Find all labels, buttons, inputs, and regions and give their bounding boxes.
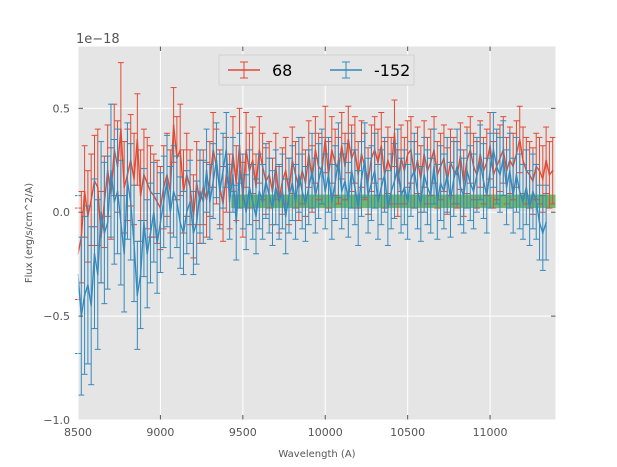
legend-label: 68 xyxy=(272,61,292,80)
x-tick-label: 8500 xyxy=(64,426,92,439)
legend: 68 -152 xyxy=(218,54,415,86)
x-tick-label: 10000 xyxy=(308,426,343,439)
y-tick-label: −0.5 xyxy=(43,310,70,323)
ticks-layer: 8500 9000 9500 10000 10500 11000 −1.0 −0.5 0.0 0.… xyxy=(43,45,557,439)
x-tick-label: 9000 xyxy=(146,426,174,439)
y-tick-label: −1.0 xyxy=(43,414,70,427)
y-axis-label: Flux (erg/s/cm^2/A) xyxy=(24,183,35,283)
x-tick-label: 10500 xyxy=(390,426,425,439)
series-line xyxy=(77,149,547,317)
y-offset-label: 1e−18 xyxy=(76,32,120,47)
series-layer xyxy=(75,62,556,396)
y-tick-label: 0.0 xyxy=(53,206,71,219)
x-tick-label: 11000 xyxy=(473,426,508,439)
y-tick-label: 0.5 xyxy=(53,102,71,115)
x-axis-label: Wavelength (A) xyxy=(278,449,355,460)
x-tick-label: 9500 xyxy=(229,426,257,439)
plot-frame xyxy=(77,45,557,421)
legend-entries: 68 -152 xyxy=(228,61,410,80)
legend-label: -152 xyxy=(374,61,410,80)
series-2 xyxy=(75,103,550,396)
